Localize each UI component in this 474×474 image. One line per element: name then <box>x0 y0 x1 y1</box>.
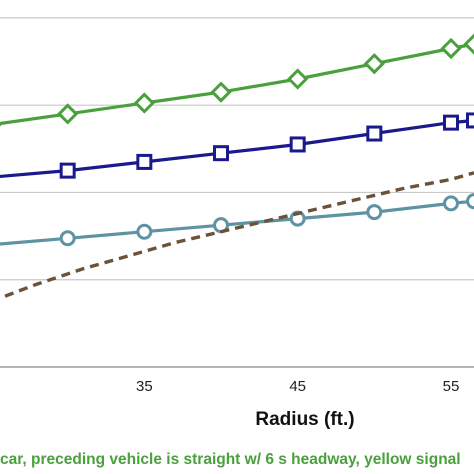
data-point <box>463 33 474 55</box>
series-2 <box>0 193 474 247</box>
data-point <box>213 145 229 162</box>
data-point <box>466 193 474 210</box>
gridlines <box>0 17 474 281</box>
series-line-0 <box>0 42 474 126</box>
x-axis-ticks: 25354555 <box>136 378 460 395</box>
data-point <box>443 114 459 131</box>
x-axis-title: Radius (ft.) <box>255 409 354 430</box>
data-point <box>443 195 459 212</box>
series-line-2 <box>0 199 474 246</box>
data-point <box>440 37 462 60</box>
data-point <box>366 125 383 142</box>
data-point <box>136 153 153 170</box>
data-point <box>57 103 79 125</box>
data-point <box>366 204 383 221</box>
data-point <box>210 81 232 103</box>
data-point <box>363 53 385 75</box>
x-tick-label: 35 <box>136 378 153 395</box>
series-1 <box>0 112 474 179</box>
data-point <box>287 68 309 90</box>
series-3 <box>0 171 474 300</box>
x-tick-label: 55 <box>443 378 460 395</box>
data-point <box>59 230 76 247</box>
data-point <box>133 92 155 114</box>
series-group <box>0 33 474 300</box>
series-line-3 <box>0 171 474 300</box>
legend-entry-label: car, preceding vehicle is straight w/ 6 … <box>0 451 461 468</box>
data-point <box>466 112 474 129</box>
data-point <box>289 136 306 153</box>
series-0 <box>0 33 474 127</box>
data-point <box>59 162 76 179</box>
series-line-1 <box>0 118 474 179</box>
x-tick-label: 45 <box>289 378 306 395</box>
data-point <box>136 223 153 240</box>
